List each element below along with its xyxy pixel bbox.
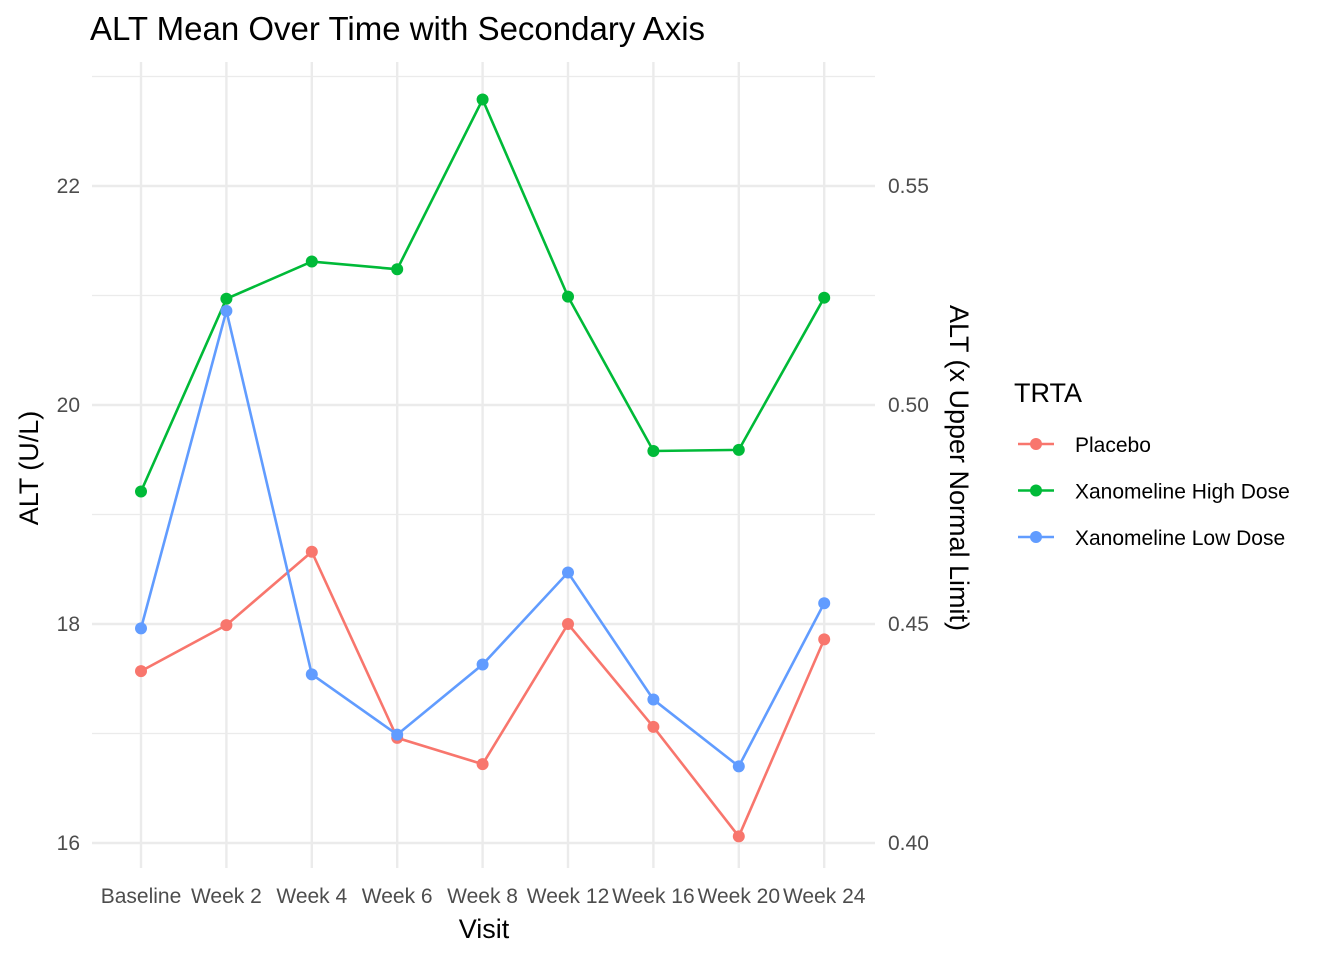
data-point <box>647 720 660 733</box>
data-point <box>305 668 318 681</box>
legend-item: Xanomeline Low Dose <box>1018 527 1285 550</box>
grid <box>92 62 875 868</box>
legend-point-key <box>1030 438 1042 450</box>
x-tick-label: Baseline <box>101 885 182 908</box>
legend: TRTA Placebo Xanomeline High Dose Xanomeli… <box>1014 378 1290 550</box>
legend-point-key <box>1030 531 1042 543</box>
data-point <box>305 545 318 558</box>
y2-tick-label: 0.45 <box>888 613 929 636</box>
legend-label: Xanomeline Low Dose <box>1075 527 1285 550</box>
series-placebo <box>135 545 831 843</box>
chart-title: ALT Mean Over Time with Secondary Axis <box>90 10 705 47</box>
data-point <box>220 292 233 305</box>
y-axis-title: ALT (U/L) <box>14 411 44 526</box>
y-tick-label: 22 <box>57 175 80 198</box>
x-tick-label: Week 8 <box>447 885 518 908</box>
y-axis-right: 0.40 0.45 0.50 0.55 <box>888 175 929 855</box>
x-tick-label: Week 20 <box>698 885 781 908</box>
y2-tick-label: 0.40 <box>888 832 929 855</box>
y2-tick-label: 0.55 <box>888 175 929 198</box>
y-axis-left: 16 18 20 22 <box>57 175 80 855</box>
data-point <box>476 93 489 106</box>
data-point <box>647 444 660 457</box>
data-point <box>135 485 147 498</box>
legend-point-key <box>1030 484 1042 497</box>
data-point <box>818 291 831 304</box>
y2-tick-label: 0.50 <box>888 394 929 417</box>
data-point <box>220 304 233 317</box>
data-point <box>732 760 745 773</box>
series-xanomeline-high-dose <box>135 93 831 498</box>
data-point <box>562 618 574 630</box>
data-point <box>476 658 489 671</box>
data-point <box>818 633 831 646</box>
data-point <box>135 665 147 678</box>
data-point <box>732 830 745 843</box>
x-tick-label: Week 16 <box>612 885 695 908</box>
data-point <box>818 597 831 610</box>
y-tick-label: 18 <box>57 613 80 636</box>
x-tick-label: Week 6 <box>362 885 433 908</box>
x-tick-label: Week 4 <box>276 885 347 908</box>
y-tick-label: 20 <box>57 394 80 417</box>
series-xanomeline-low-dose <box>135 304 831 773</box>
data-point <box>647 693 660 706</box>
y2-axis-title: ALT (x Upper Normal Limit) <box>944 305 974 631</box>
data-point <box>220 619 233 632</box>
data-point <box>562 566 574 579</box>
x-tick-label: Week 2 <box>191 885 262 908</box>
x-axis: Baseline Week 2 Week 4 Week 6 Week 8 Week 12 W… <box>101 885 866 908</box>
series-layer <box>135 93 831 843</box>
legend-label: Xanomeline High Dose <box>1075 481 1290 504</box>
y-tick-label: 16 <box>57 832 80 855</box>
x-axis-title: Visit <box>459 914 510 944</box>
legend-item: Xanomeline High Dose <box>1018 481 1290 504</box>
legend-label: Placebo <box>1075 434 1151 457</box>
data-point <box>476 758 489 771</box>
x-tick-label: Week 24 <box>783 885 866 908</box>
data-point <box>732 443 745 456</box>
x-tick-label: Week 12 <box>527 885 610 908</box>
data-point <box>135 622 147 635</box>
data-point <box>562 290 574 303</box>
data-point <box>391 263 404 276</box>
data-point <box>305 255 318 268</box>
legend-title: TRTA <box>1014 378 1082 408</box>
legend-item: Placebo <box>1018 434 1151 457</box>
data-point <box>391 728 404 741</box>
